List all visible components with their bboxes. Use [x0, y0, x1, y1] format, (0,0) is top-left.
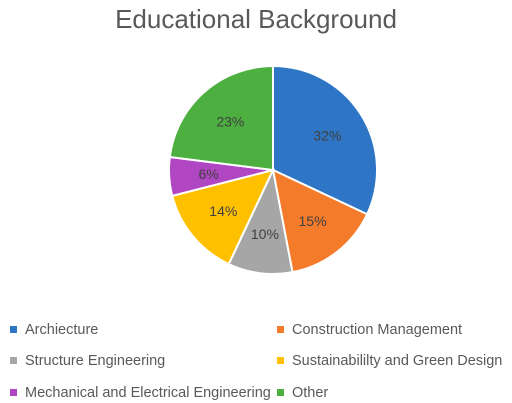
- legend-swatch: [10, 388, 17, 396]
- legend-label: Archiecture: [25, 322, 99, 338]
- data-label-5: 23%: [216, 114, 244, 130]
- chart-title: Educational Background: [115, 4, 397, 34]
- legend-label: Other: [292, 385, 329, 401]
- legend-swatch: [277, 388, 284, 396]
- legend-label: Structure Engineering: [25, 353, 166, 369]
- legend-swatch: [10, 325, 17, 333]
- data-label-3: 14%: [209, 203, 237, 219]
- pie-slice-5: [168, 64, 274, 172]
- legend-label: Construction Management: [292, 322, 463, 338]
- data-label-0: 32%: [313, 127, 341, 143]
- data-label-4: 6%: [199, 166, 219, 182]
- legend-label: Mechanical and Electrical Engineering: [25, 385, 271, 401]
- legend-item-other: Other: [277, 385, 328, 401]
- pie-slice-3: [171, 168, 275, 266]
- legend-swatch: [10, 356, 17, 364]
- legend-swatch: [277, 325, 284, 333]
- legend-item-construction-management: Construction Management: [277, 322, 462, 338]
- data-label-1: 15%: [299, 213, 327, 229]
- legend-label: Sustainabililty and Green Design: [292, 353, 503, 369]
- legend-swatch: [277, 356, 284, 364]
- legend: Archiecture Construction Management Stru…: [0, 316, 512, 403]
- legend-item-structure-engineering: Structure Engineering: [10, 353, 165, 369]
- pie-slice-1: [271, 168, 369, 274]
- pie-chart: 32% 15% 10% 14% 6% 23%: [168, 64, 378, 275]
- legend-item-sustainability: Sustainabililty and Green Design: [277, 353, 502, 369]
- pie-slice-0: [272, 64, 378, 216]
- data-label-2: 10%: [251, 226, 279, 242]
- legend-item-archiecture: Archiecture: [10, 322, 98, 338]
- legend-item-mechanical-electrical: Mechanical and Electrical Engineering: [10, 385, 271, 401]
